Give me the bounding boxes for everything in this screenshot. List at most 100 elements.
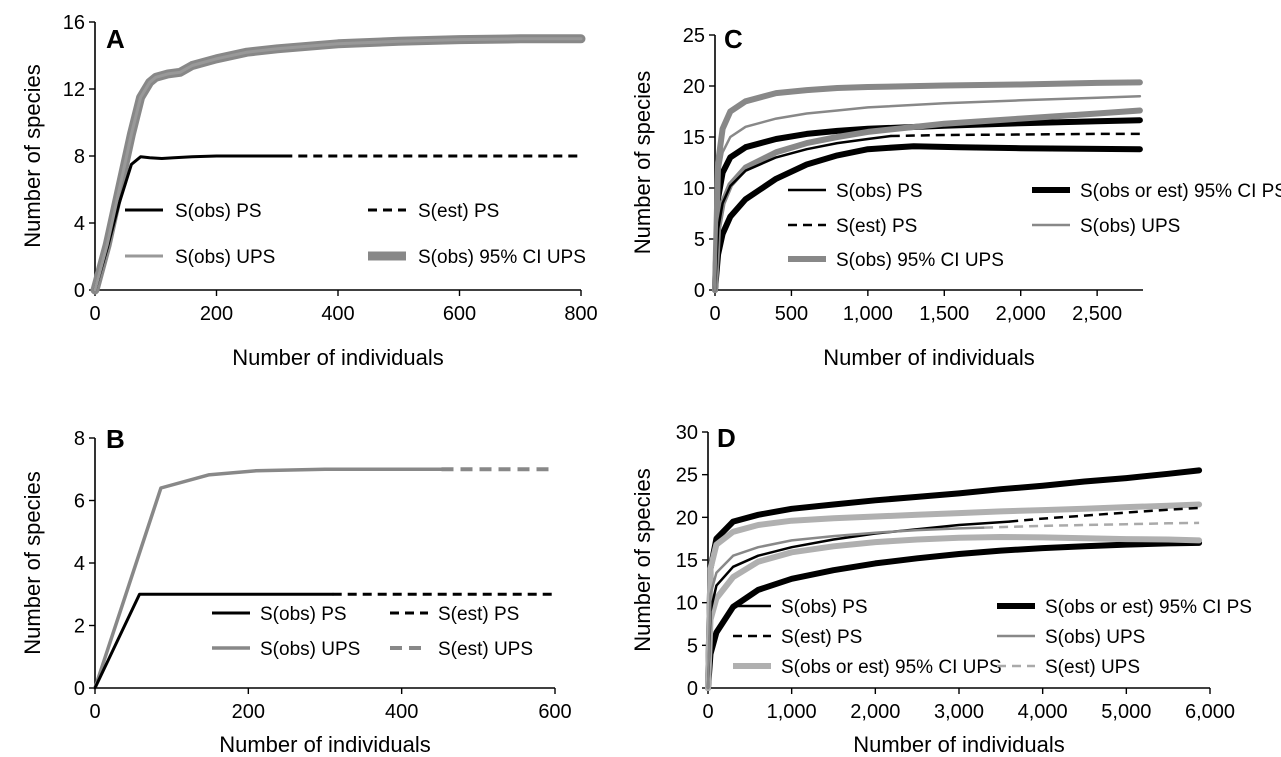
y-tick-label: 4 xyxy=(74,553,85,575)
x-tick-label: 1,000 xyxy=(767,701,817,723)
x-tick-label: 500 xyxy=(775,303,808,325)
series-line xyxy=(712,143,1143,293)
x-tick-label: 1,500 xyxy=(919,303,969,325)
legend-label: S(obs or est) 95% CI PS xyxy=(1080,181,1281,202)
series-line xyxy=(93,467,444,690)
x-tick-label: 400 xyxy=(385,701,418,723)
x-tick-label: 2,500 xyxy=(1072,303,1122,325)
x-tick-label: 600 xyxy=(538,701,571,723)
y-tick-label: 8 xyxy=(74,428,85,450)
x-axis-title: Number of individuals xyxy=(853,732,1065,757)
x-tick-label: 0 xyxy=(702,701,713,723)
legend-label: S(est) UPS xyxy=(1045,657,1140,678)
y-tick-label: 6 xyxy=(74,491,85,513)
series-line xyxy=(705,467,1203,691)
legend-label: S(obs or est) 95% CI PS xyxy=(1045,597,1252,618)
x-tick-label: 2,000 xyxy=(850,701,900,723)
legend-label: S(obs) 95% CI UPS xyxy=(418,247,586,268)
series-line xyxy=(984,521,1200,529)
y-tick-label: 0 xyxy=(74,678,85,700)
x-tick-label: 400 xyxy=(321,303,354,325)
series-line xyxy=(713,134,893,292)
legend-label: S(obs) PS xyxy=(836,181,923,202)
y-tick-label: 10 xyxy=(683,178,705,200)
x-tick-label: 0 xyxy=(709,303,720,325)
series-line xyxy=(93,37,583,292)
y-axis-title: Number of species xyxy=(630,468,655,651)
legend-label: S(obs) UPS xyxy=(175,247,275,268)
x-tick-label: 0 xyxy=(89,701,100,723)
y-tick-label: 5 xyxy=(694,229,705,251)
x-tick-label: 800 xyxy=(564,303,597,325)
x-tick-label: 5,000 xyxy=(1101,701,1151,723)
y-axis-title: Number of species xyxy=(20,471,45,654)
y-tick-label: 25 xyxy=(683,25,705,47)
legend: S(obs) PS S(est) PS S(obs) UPS S(obs) 95% C… xyxy=(125,201,586,268)
legend-label: S(est) PS xyxy=(438,604,519,625)
y-tick-label: 0 xyxy=(74,280,85,302)
x-axis-title: Number of individuals xyxy=(232,345,444,370)
legend-label: S(obs) UPS xyxy=(1045,627,1145,648)
series-line xyxy=(93,154,285,292)
legend-label: S(obs) 95% CI UPS xyxy=(836,250,1004,271)
series-line xyxy=(93,592,335,690)
x-tick-label: 3,000 xyxy=(934,701,984,723)
y-tick-label: 4 xyxy=(74,213,85,235)
panel-letter: B xyxy=(106,424,125,454)
y-tick-label: 30 xyxy=(676,422,698,444)
y-tick-label: 15 xyxy=(676,550,698,572)
x-tick-label: 200 xyxy=(232,701,265,723)
series-line xyxy=(890,132,1140,138)
series-line xyxy=(706,526,986,690)
legend-label: S(obs) PS xyxy=(260,604,347,625)
panel-letter: C xyxy=(724,24,743,54)
x-tick-label: 200 xyxy=(200,303,233,325)
series-line xyxy=(712,117,1143,293)
chart-panel-b: 0 2 4 6 8 0 200 400 600 Number of individuals Numb… xyxy=(20,424,572,757)
series-line xyxy=(705,539,1203,691)
panel-letter: A xyxy=(106,24,125,54)
x-tick-label: 4,000 xyxy=(1018,701,1068,723)
y-tick-label: 16 xyxy=(63,12,85,34)
y-axis-title: Number of species xyxy=(630,71,655,254)
legend: S(obs) PS S(obs or est) 95% CI PS S(est) P… xyxy=(788,181,1281,271)
series-line xyxy=(705,501,1203,691)
panel-letter: D xyxy=(717,423,736,453)
legend-label: S(obs) PS xyxy=(175,201,262,222)
x-tick-label: 1,000 xyxy=(843,303,893,325)
x-axis-title: Number of individuals xyxy=(219,732,431,757)
y-tick-label: 10 xyxy=(676,593,698,615)
chart-panel-a: 0 4 8 12 16 0 200 400 600 800 Number of individual… xyxy=(20,12,598,370)
x-tick-label: 600 xyxy=(443,303,476,325)
y-tick-label: 0 xyxy=(694,280,705,302)
y-tick-label: 15 xyxy=(683,127,705,149)
x-tick-label: 2,000 xyxy=(996,303,1046,325)
series-line xyxy=(705,534,1203,691)
series-line xyxy=(706,520,1011,690)
chart-panel-c: 0 5 10 15 20 25 0 500 1,000 1,500 2,000 2,500 Number… xyxy=(630,24,1281,370)
y-tick-label: 8 xyxy=(74,146,85,168)
y-tick-label: 20 xyxy=(676,507,698,529)
legend-label: S(obs or est) 95% CI UPS xyxy=(781,657,1002,678)
y-tick-label: 20 xyxy=(683,76,705,98)
y-tick-label: 5 xyxy=(687,635,698,657)
chart-panel-d: 0 5 10 15 20 25 30 0 1,000 2,000 3,000 4,000 5,000 6,… xyxy=(630,422,1252,757)
y-tick-label: 0 xyxy=(687,678,698,700)
y-tick-label: 25 xyxy=(676,465,698,487)
legend-label: S(obs) UPS xyxy=(260,639,360,660)
legend-label: S(obs) PS xyxy=(781,597,868,618)
legend: S(obs) PS S(est) PS S(obs) UPS S(est) UPS xyxy=(212,604,533,660)
y-tick-label: 2 xyxy=(74,616,85,638)
legend-label: S(est) PS xyxy=(781,627,862,648)
legend: S(obs) PS S(obs or est) 95% CI PS S(est) P… xyxy=(733,597,1252,678)
legend-label: S(est) UPS xyxy=(438,639,533,660)
x-axis-title: Number of individuals xyxy=(823,345,1035,370)
y-axis-title: Number of species xyxy=(20,64,45,247)
x-tick-label: 6,000 xyxy=(1185,701,1235,723)
series-line xyxy=(1009,506,1200,523)
legend-label: S(est) PS xyxy=(836,216,917,237)
series-line xyxy=(713,94,1142,292)
x-tick-label: 0 xyxy=(89,303,100,325)
y-tick-label: 12 xyxy=(63,79,85,101)
